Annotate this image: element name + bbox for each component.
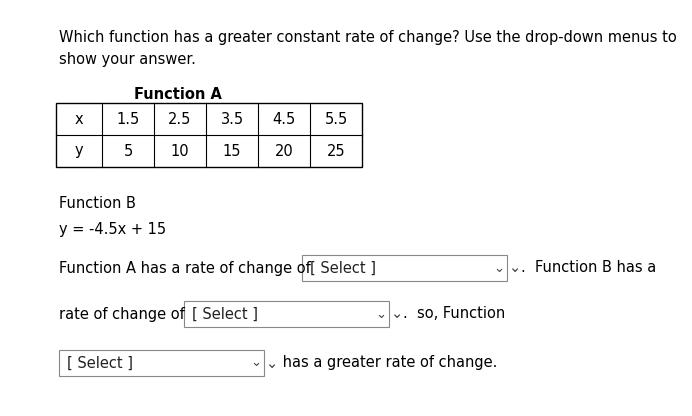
Text: ⌄: ⌄ — [391, 307, 403, 322]
FancyBboxPatch shape — [184, 301, 389, 327]
Text: [ Select ]: [ Select ] — [192, 307, 258, 322]
Text: .  so, Function: . so, Function — [403, 307, 505, 322]
Text: 5.5: 5.5 — [325, 111, 347, 126]
Text: 5: 5 — [123, 144, 133, 158]
Text: y = -4.5x + 15: y = -4.5x + 15 — [59, 222, 166, 237]
Text: 10: 10 — [171, 144, 190, 158]
Text: ⌄: ⌄ — [493, 262, 504, 275]
Text: Function B: Function B — [59, 196, 136, 211]
Text: [ Select ]: [ Select ] — [310, 260, 376, 275]
Text: ⌄: ⌄ — [509, 260, 521, 275]
Text: Which function has a greater constant rate of change? Use the drop-down menus to: Which function has a greater constant ra… — [59, 30, 677, 45]
Text: ⌄: ⌄ — [251, 357, 262, 369]
FancyBboxPatch shape — [59, 350, 264, 376]
Text: 25: 25 — [327, 144, 345, 158]
Text: 20: 20 — [275, 144, 293, 158]
Text: ⌄: ⌄ — [376, 307, 387, 320]
Text: 2.5: 2.5 — [168, 111, 192, 126]
Text: ⌄: ⌄ — [266, 356, 278, 371]
Text: has a greater rate of change.: has a greater rate of change. — [278, 356, 498, 371]
Text: show your answer.: show your answer. — [59, 52, 196, 67]
Text: .  Function B has a: . Function B has a — [521, 260, 656, 275]
Text: rate of change of: rate of change of — [59, 307, 185, 322]
Text: Function A: Function A — [134, 87, 222, 102]
FancyBboxPatch shape — [56, 103, 362, 167]
Text: [ Select ]: [ Select ] — [67, 356, 133, 371]
Text: 3.5: 3.5 — [221, 111, 244, 126]
Text: Function A has a rate of change of: Function A has a rate of change of — [59, 260, 311, 275]
Text: x: x — [75, 111, 83, 126]
Text: y: y — [75, 144, 83, 158]
Text: 1.5: 1.5 — [116, 111, 140, 126]
Text: 4.5: 4.5 — [273, 111, 295, 126]
FancyBboxPatch shape — [302, 255, 507, 281]
Text: 15: 15 — [223, 144, 242, 158]
